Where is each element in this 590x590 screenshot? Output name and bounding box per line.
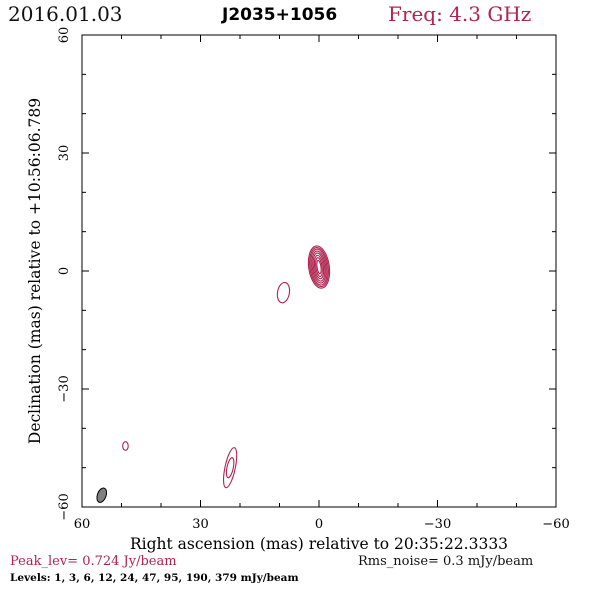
beam-ellipse [96, 487, 108, 503]
contour-levels: Levels: 1, 3, 6, 12, 24, 47, 95, 190, 37… [10, 572, 299, 584]
x-tick-label: 0 [315, 517, 323, 532]
x-tick-label: 60 [74, 517, 91, 532]
y-tick-labels: 60 30 0 −30 −60 [57, 27, 72, 521]
axis-ticks [81, 34, 557, 508]
contour-ring [309, 247, 329, 288]
rms-noise: Rms_noise= 0.3 mJy/beam [358, 554, 534, 569]
x-axis-label: Right ascension (mas) relative to 20:35:… [130, 535, 508, 553]
component-core [307, 245, 331, 289]
observation-date: 2016.01.03 [8, 2, 123, 26]
x-tick-label: 30 [192, 517, 209, 532]
y-tick-label: 60 [57, 27, 72, 44]
y-tick-label: 0 [57, 267, 72, 275]
peak-level: Peak_lev= 0.724 Jy/beam [10, 554, 177, 569]
contour-ring [315, 257, 323, 277]
contours [122, 245, 331, 489]
y-tick-label: −60 [57, 493, 72, 520]
contour-ring [313, 254, 325, 280]
contour-ring [312, 252, 326, 282]
contour-ring [122, 441, 129, 451]
plot-frame [81, 34, 557, 508]
contour-ring [307, 245, 331, 289]
contour-ring [276, 281, 291, 304]
component-jet-knot-1 [276, 281, 291, 304]
source-name: J2035+1056 [222, 5, 338, 25]
y-tick-label: −30 [57, 375, 72, 402]
contour-ring [310, 248, 328, 286]
y-axis-label: Declination (mas) relative to +10:56:06.… [26, 98, 44, 444]
frequency-label: Freq: 4.3 GHz [388, 2, 532, 26]
beam [96, 487, 108, 503]
contour-ring [222, 447, 238, 489]
x-tick-label: −30 [424, 517, 451, 532]
component-jet-knot-2 [222, 447, 238, 489]
x-tick-labels: 60 30 0 −30 −60 [74, 517, 570, 532]
y-tick-label: 30 [57, 145, 72, 162]
contour-ring [311, 250, 327, 284]
contour-ring [225, 457, 235, 479]
x-tick-label: −60 [542, 517, 569, 532]
contour-ring [316, 259, 322, 275]
component-jet-knot-3 [122, 441, 129, 451]
